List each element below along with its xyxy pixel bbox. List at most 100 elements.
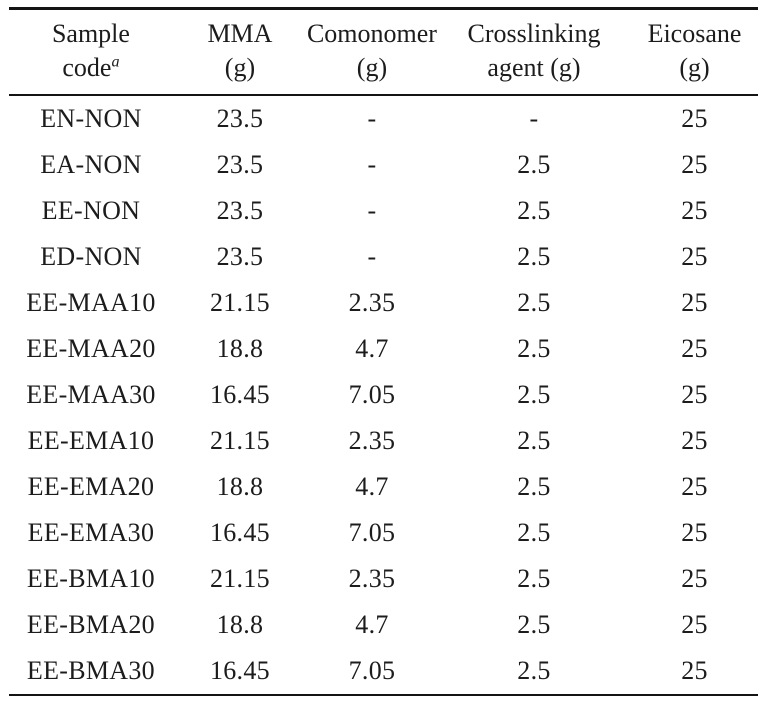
column-header-unit: (g) [224, 52, 256, 82]
cell-sample-code: EE-BMA10 [26, 563, 155, 593]
cell-comonomer: 2.35 [348, 287, 396, 317]
cell-eicosane: 25 [681, 195, 708, 225]
cell-mma: 16.45 [209, 517, 270, 547]
cell-mma: 21.15 [209, 563, 270, 593]
cell-crosslinking-agent: 2.5 [517, 471, 551, 501]
table-row: EE-MAA20 18.8 4.7 2.5 25 [9, 326, 758, 372]
table-row: EE-EMA30 16.45 7.05 2.5 25 [9, 510, 758, 556]
table-row: EE-EMA20 18.8 4.7 2.5 25 [9, 464, 758, 510]
column-header-label: codea [9, 51, 173, 85]
cell-sample-code: EE-MAA20 [26, 333, 156, 363]
table-row: EE-EMA10 21.15 2.35 2.5 25 [9, 418, 758, 464]
cell-comonomer: 2.35 [348, 425, 396, 455]
cell-sample-code: EE-MAA10 [26, 287, 156, 317]
table-header: Sample codea MMA (g) Comonomer (g) Cross… [9, 8, 758, 96]
cell-mma: 21.15 [209, 425, 270, 455]
cell-eicosane: 25 [681, 655, 708, 685]
cell-eicosane: 25 [681, 471, 708, 501]
cell-mma: 23.5 [216, 195, 264, 225]
column-header-unit: agent (g) [487, 52, 581, 82]
column-header-label: Comonomer [306, 19, 437, 48]
cell-comonomer: - [367, 241, 377, 271]
cell-eicosane: 25 [681, 241, 708, 271]
cell-crosslinking-agent: 2.5 [517, 195, 551, 225]
cell-sample-code: ED-NON [40, 241, 142, 271]
cell-eicosane: 25 [681, 149, 708, 179]
cell-crosslinking-agent: 2.5 [517, 241, 551, 271]
column-header-label: Crosslinking [467, 19, 601, 48]
cell-eicosane: 25 [681, 333, 708, 363]
footnote-marker: a [111, 53, 120, 71]
table-row: EA-NON 23.5 - 2.5 25 [9, 142, 758, 188]
cell-comonomer: 4.7 [355, 333, 389, 363]
table-row: EN-NON 23.5 - - 25 [9, 95, 758, 142]
cell-eicosane: 25 [681, 425, 708, 455]
cell-sample-code: EA-NON [40, 149, 142, 179]
column-header-mma: MMA (g) [172, 8, 307, 96]
cell-mma: 21.15 [209, 287, 270, 317]
cell-sample-code: EE-BMA30 [26, 655, 155, 685]
cell-mma: 23.5 [216, 149, 264, 179]
cell-eicosane: 25 [681, 563, 708, 593]
cell-mma: 16.45 [209, 379, 270, 409]
cell-crosslinking-agent: 2.5 [517, 563, 551, 593]
cell-eicosane: 25 [681, 287, 708, 317]
table-row: ED-NON 23.5 - 2.5 25 [9, 234, 758, 280]
cell-sample-code: EE-EMA20 [27, 471, 155, 501]
cell-crosslinking-agent: 2.5 [517, 287, 551, 317]
formulation-table-container: Sample codea MMA (g) Comonomer (g) Cross… [9, 7, 758, 696]
cell-comonomer: 7.05 [348, 655, 396, 685]
cell-mma: 18.8 [216, 609, 264, 639]
cell-eicosane: 25 [681, 379, 708, 409]
cell-crosslinking-agent: 2.5 [517, 655, 551, 685]
cell-comonomer: - [367, 149, 377, 179]
cell-sample-code: EE-BMA20 [26, 609, 155, 639]
table-row: EE-BMA10 21.15 2.35 2.5 25 [9, 556, 758, 602]
cell-crosslinking-agent: 2.5 [517, 609, 551, 639]
column-header-comonomer: Comonomer (g) [306, 8, 437, 96]
table-row: EE-MAA30 16.45 7.05 2.5 25 [9, 372, 758, 418]
cell-eicosane: 25 [681, 103, 708, 133]
table-body: EN-NON 23.5 - - 25 EA-NON 23.5 - 2.5 25 EE-NON 23.5… [9, 95, 758, 695]
cell-mma: 23.5 [216, 241, 264, 271]
cell-crosslinking-agent: 2.5 [517, 425, 551, 455]
column-header-eicosane: Eicosane (g) [631, 8, 758, 96]
cell-eicosane: 25 [681, 517, 708, 547]
column-header-label: Eicosane [647, 19, 742, 48]
formulation-table: Sample codea MMA (g) Comonomer (g) Cross… [9, 7, 758, 696]
cell-mma: 23.5 [216, 103, 264, 133]
table-row: EE-BMA20 18.8 4.7 2.5 25 [9, 602, 758, 648]
cell-crosslinking-agent: 2.5 [517, 333, 551, 363]
cell-sample-code: EN-NON [40, 103, 142, 133]
column-header-unit: (g) [356, 52, 388, 82]
cell-sample-code: EE-EMA30 [27, 517, 155, 547]
column-header-crosslinking-agent: Crosslinking agent (g) [436, 8, 632, 96]
cell-comonomer: 7.05 [348, 517, 396, 547]
cell-crosslinking-agent: 2.5 [517, 517, 551, 547]
cell-comonomer: 2.35 [348, 563, 396, 593]
column-header-sample-code: Sample codea [9, 8, 173, 96]
cell-eicosane: 25 [681, 609, 708, 639]
cell-crosslinking-agent: - [529, 103, 539, 133]
cell-comonomer: 4.7 [355, 609, 389, 639]
cell-sample-code: EE-EMA10 [27, 425, 155, 455]
cell-crosslinking-agent: 2.5 [517, 379, 551, 409]
cell-mma: 18.8 [216, 333, 264, 363]
cell-sample-code: EE-NON [41, 195, 141, 225]
cell-comonomer: - [367, 195, 377, 225]
column-header-sublabel: code [62, 52, 112, 82]
cell-comonomer: 4.7 [355, 471, 389, 501]
cell-comonomer: 7.05 [348, 379, 396, 409]
table-row: EE-MAA10 21.15 2.35 2.5 25 [9, 280, 758, 326]
table-row: EE-BMA30 16.45 7.05 2.5 25 [9, 648, 758, 695]
cell-sample-code: EE-MAA30 [26, 379, 156, 409]
table-row: EE-NON 23.5 - 2.5 25 [9, 188, 758, 234]
cell-crosslinking-agent: 2.5 [517, 149, 551, 179]
cell-comonomer: - [367, 103, 377, 133]
column-header-label: MMA [207, 19, 273, 48]
cell-mma: 18.8 [216, 471, 264, 501]
column-header-unit: (g) [679, 52, 710, 82]
cell-mma: 16.45 [209, 655, 270, 685]
column-header-label: Sample [51, 19, 130, 48]
table-header-row: Sample codea MMA (g) Comonomer (g) Cross… [9, 8, 758, 96]
